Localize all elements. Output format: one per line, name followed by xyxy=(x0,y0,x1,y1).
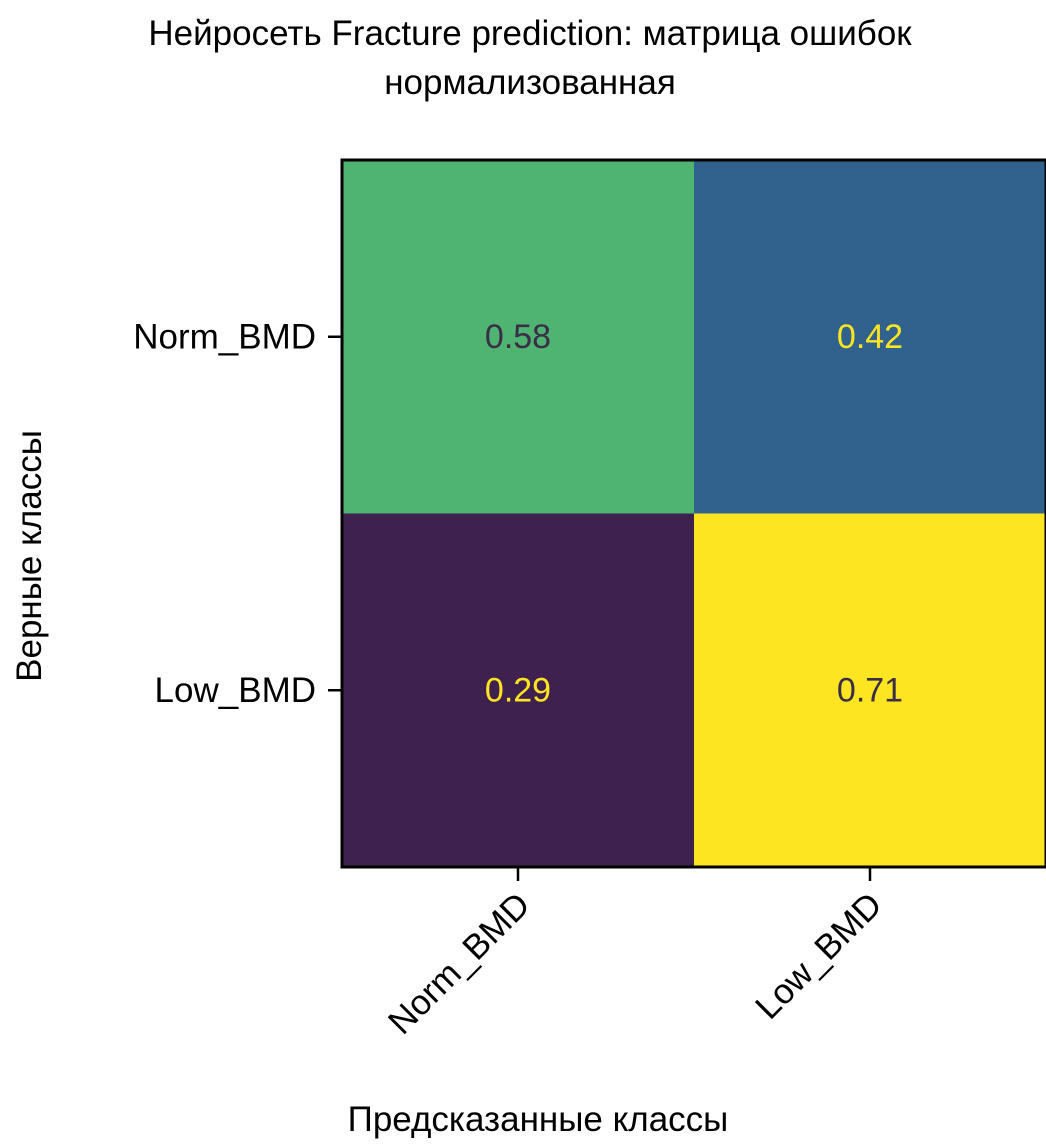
plot-frame xyxy=(340,158,1046,869)
cell-value-label: 0.42 xyxy=(837,318,903,356)
x-tick-label: Low_BMD xyxy=(748,885,890,1027)
cell-value-label: 0.58 xyxy=(485,318,551,356)
y-tick-label: Low_BMD xyxy=(155,671,316,710)
chart-title: Нейросеть Fracture prediction: матрица о… xyxy=(148,14,912,102)
heatmap-cell-low-bmd-norm-bmd xyxy=(342,513,695,868)
heatmap-cell-norm-bmd-low-bmd xyxy=(694,160,1046,514)
chart-title-line-1: Нейросеть Fracture prediction: матрица о… xyxy=(148,14,912,53)
cell-value-label: 0.29 xyxy=(485,671,551,709)
chart-title-line-2: нормализованная xyxy=(384,63,676,102)
cell-value-labels: 0.58 0.42 0.29 0.71 xyxy=(485,318,903,710)
y-tick-label: Norm_BMD xyxy=(133,317,316,356)
y-axis-label: Верные классы xyxy=(10,430,49,682)
heatmap-cell-low-bmd-low-bmd xyxy=(694,513,1046,868)
heatmap-cell-norm-bmd-norm-bmd xyxy=(342,160,695,514)
heatmap-cells xyxy=(342,160,1046,868)
x-axis-label: Предсказанные классы xyxy=(348,1100,729,1139)
x-tick-label: Norm_BMD xyxy=(381,885,538,1042)
cell-value-label: 0.71 xyxy=(837,671,903,709)
